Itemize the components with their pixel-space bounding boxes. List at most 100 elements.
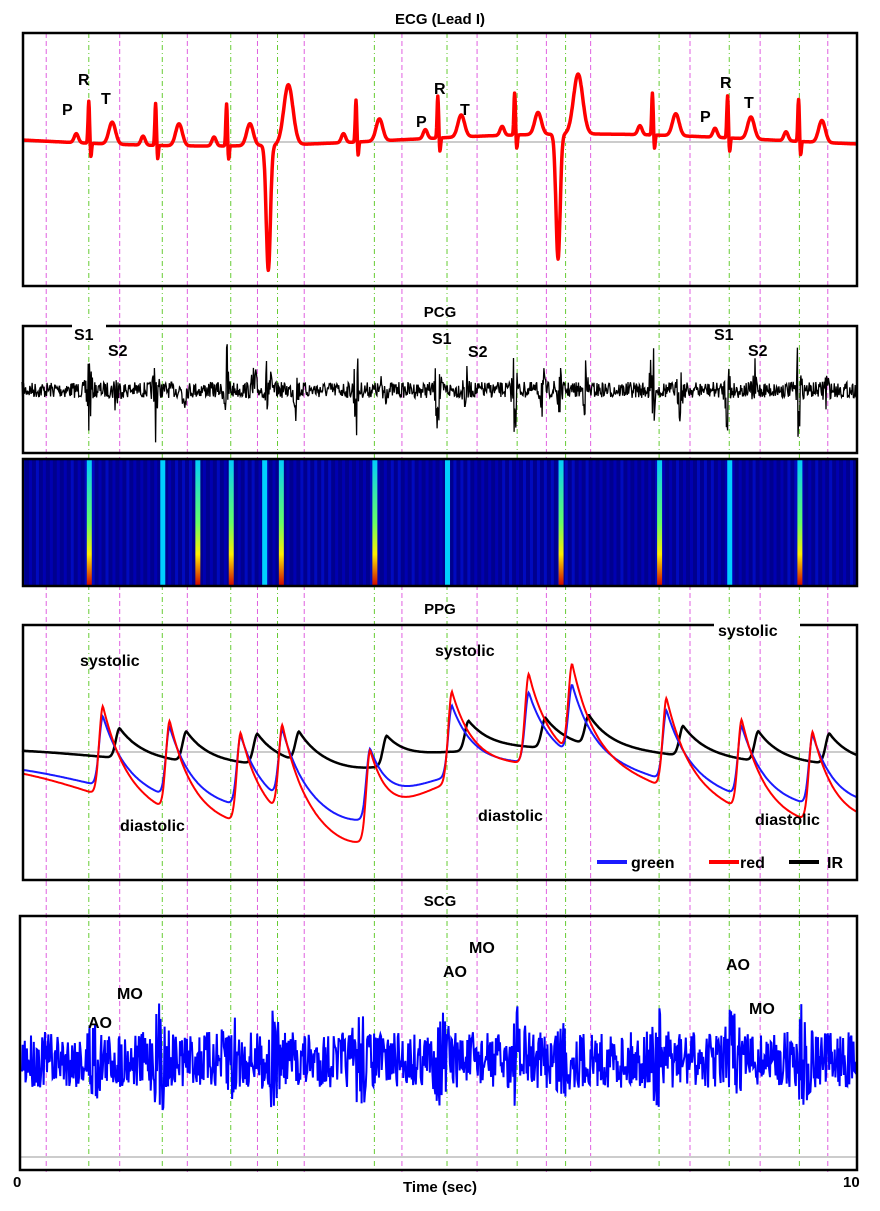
pcg-label-s1: S1 (432, 331, 452, 348)
legend-label-ir: IR (827, 855, 843, 872)
legend-label-red: red (740, 855, 765, 872)
spectrogram-column (223, 459, 227, 586)
spectrogram-column (98, 459, 102, 586)
spectrogram-column (766, 459, 770, 586)
spectrogram-column (397, 459, 401, 586)
ecg-label-t: T (460, 102, 470, 119)
spectrogram-column (209, 459, 213, 586)
spectrogram-column (293, 459, 297, 586)
spectrogram-column (258, 459, 262, 586)
spectrogram-column (202, 459, 206, 586)
spectrogram-column (362, 459, 366, 586)
spectrogram-column (620, 459, 624, 586)
spectrogram-column (773, 459, 777, 586)
ppg-panel-frame (21, 623, 859, 882)
spectrogram-column (314, 459, 318, 586)
ecg-label-r: R (434, 81, 446, 98)
ppg-label-systolic: systolic (718, 623, 778, 640)
spectrogram-band (86, 459, 92, 586)
spectrogram-column (780, 459, 784, 586)
scg-label-ao: AO (726, 957, 750, 974)
spectrogram-column (237, 459, 241, 586)
scg-label-ao: AO (88, 1015, 112, 1032)
scg-label-mo: MO (117, 986, 143, 1003)
spectrogram-column (815, 459, 819, 586)
ppg-title: PPG (424, 601, 456, 618)
spectrogram-column (641, 459, 645, 586)
spectrogram-column (460, 459, 464, 586)
spectrogram-column (251, 459, 255, 586)
spectrogram-column (529, 459, 533, 586)
spectrogram-column (696, 459, 700, 586)
spectrogram-column (154, 459, 158, 586)
x-axis-label: Time (sec) (403, 1179, 477, 1196)
pcg-panel-frame (21, 324, 859, 455)
spectrogram-column (495, 459, 499, 586)
spectrogram-column (105, 459, 109, 586)
scg-label-ao: AO (443, 964, 467, 981)
spectrogram-column (516, 459, 520, 586)
ecg-title: ECG (Lead I) (395, 11, 485, 28)
spectrogram-column (655, 459, 659, 586)
ppg-label-systolic: systolic (435, 643, 495, 660)
spectrogram-column (745, 459, 749, 586)
spectrogram-column (467, 459, 471, 586)
spectrogram-column (63, 459, 67, 586)
spectrogram-column (56, 459, 60, 586)
ecg-label-p: P (62, 102, 73, 119)
spectrogram-column (119, 459, 123, 586)
ecg-label-t: T (744, 95, 754, 112)
spectrogram-column (425, 459, 429, 586)
spectrogram-column (662, 459, 666, 586)
spectrogram-column (843, 459, 847, 586)
ppg-label-bg (714, 620, 800, 636)
spectrogram-band (797, 459, 803, 586)
spectrogram-column (634, 459, 638, 586)
pcg-series-line (21, 344, 858, 443)
spectrogram-column (349, 459, 353, 586)
ecg-label-p: P (416, 114, 427, 131)
spectrogram-column (175, 459, 179, 586)
spectrogram-column (509, 459, 513, 586)
ppg-green-line (21, 684, 858, 821)
ppg-red-line (21, 663, 858, 843)
spectrogram-column (168, 459, 172, 586)
spectrogram-column (91, 459, 95, 586)
spectrogram-column (822, 459, 826, 586)
ecg-panel-frame (21, 31, 859, 288)
spectrogram-column (369, 459, 373, 586)
spectrogram-column (787, 459, 791, 586)
pcg-label-s1: S1 (714, 327, 734, 344)
pcg-label-s2: S2 (748, 343, 768, 360)
spectrogram-column (836, 459, 840, 586)
spectrogram-column (676, 459, 680, 586)
spectrogram-column (112, 459, 116, 586)
spectrogram-column (356, 459, 359, 586)
ppg-label-diastolic: diastolic (120, 818, 185, 835)
ecg-series-line (20, 72, 859, 273)
spectrogram-column (752, 459, 756, 586)
ppg-label-diastolic: diastolic (478, 808, 543, 825)
scg-title: SCG (424, 893, 457, 910)
spectrogram-column (411, 459, 415, 586)
spectrogram-column (335, 459, 339, 586)
ecg-label-r: R (78, 72, 90, 89)
ppg-label-diastolic: diastolic (755, 812, 820, 829)
pcg-label-bg (72, 318, 106, 332)
spectrogram-column (321, 459, 325, 586)
x-tick-label-0: 0 (13, 1174, 21, 1191)
spectrogram-column (571, 459, 575, 586)
spectrogram-band (228, 459, 234, 586)
spectrogram-column (801, 459, 805, 586)
spectrogram-column (829, 459, 833, 586)
ecg-label-t: T (101, 91, 111, 108)
spectrogram-column (578, 459, 582, 586)
spectrogram-column (564, 459, 568, 586)
spectrogram-column (474, 459, 478, 586)
spectrogram-column (28, 459, 32, 586)
spectrogram-column (390, 459, 394, 586)
ecg-label-r: R (720, 75, 732, 92)
spectrogram-column (648, 459, 652, 586)
spectrogram-column (42, 459, 46, 586)
